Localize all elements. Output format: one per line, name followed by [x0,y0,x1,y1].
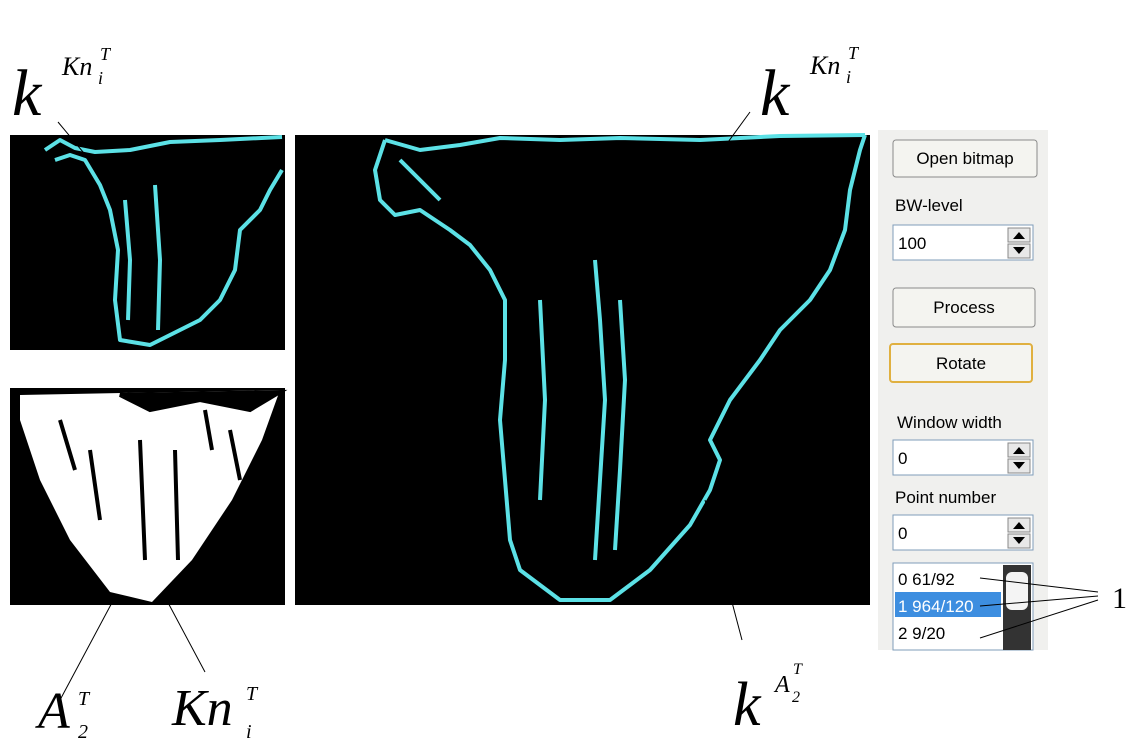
math-base: k [12,57,43,130]
math-sup: A [773,672,790,698]
math-sup: Kn [809,51,840,80]
math-sup: T [100,44,112,64]
math-sup: T [793,661,803,678]
math-sup: T [246,683,259,705]
list-item[interactable]: 1 964/120 [898,597,974,616]
input-value: 100 [898,234,926,253]
edge-image-large [295,135,870,605]
field-label: Window width [897,413,1002,432]
math-sup: Kn [61,52,92,81]
button-label: Process [933,298,994,317]
math-sup: T [78,688,91,710]
math-sub: i [98,68,103,88]
field-label: BW-level [895,196,963,215]
button-label: Open bitmap [916,149,1013,168]
button-label: Rotate [936,354,986,373]
math-base: k [733,671,762,739]
math-base: Kn [171,680,233,737]
math-base: k [760,57,791,130]
math-sup: T [848,43,860,63]
edge-image-small [10,135,285,350]
list-item[interactable]: 2 9/20 [898,624,945,643]
field-label: Point number [895,488,996,507]
list-marker: 1 [1112,582,1127,615]
input-value: 0 [898,449,907,468]
screen: Open bitmap BW-level 100 Process Rotate … [0,0,1141,742]
scroll-thumb[interactable] [1006,572,1028,610]
math-sub: i [246,721,252,742]
math-sub: i [846,67,851,87]
input-value: 0 [898,524,907,543]
math-base: A [35,683,70,740]
math-sub: 2 [792,689,800,706]
math-sub: 2 [78,721,88,742]
list-item[interactable]: 0 61/92 [898,570,955,589]
